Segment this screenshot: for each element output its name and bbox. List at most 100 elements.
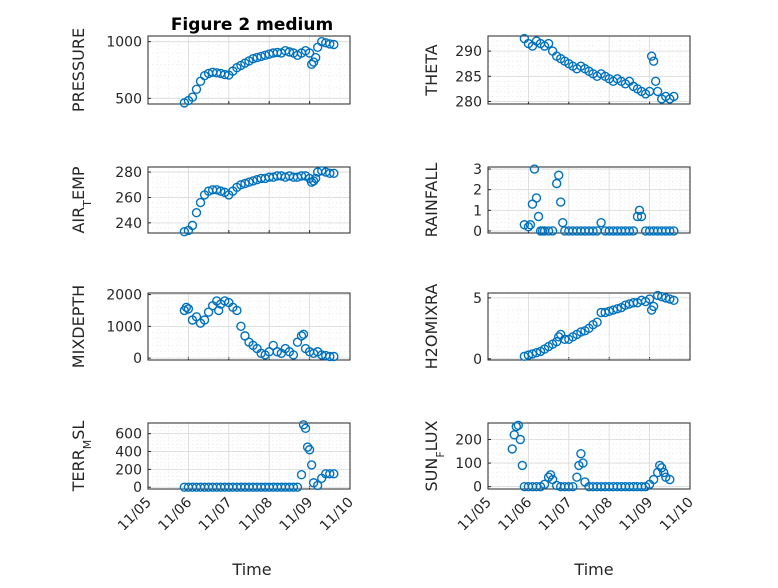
data-point [592,317,602,327]
y-tick-label: 240 [115,216,142,232]
data-point [329,351,339,362]
axes-frame [147,292,351,361]
data-point [628,226,639,236]
x-tick-label: 11/05 [455,495,495,535]
data-point [543,226,554,236]
y-tick-label: 1000 [106,35,142,51]
x-axis-label-left: Time [231,560,271,579]
y-tick-label: 2 [473,183,482,199]
data-point [183,304,194,314]
data-point [191,84,202,94]
y-tick-label: 1000 [106,319,142,335]
data-point [669,226,679,236]
y-tick-label: 280 [455,94,482,110]
data-point [509,430,519,440]
y-tick-label: 400 [115,445,142,461]
subplot-4: 0 1 2 3 RAINFALL [422,162,691,240]
y-axis-label: H2OMIXRA [422,284,441,370]
x-tick-label: 11/06 [495,494,535,534]
x-tick-label: 11/06 [155,494,195,534]
data-point [572,472,582,482]
data-point [272,347,282,357]
data-point [507,444,517,454]
data-point [551,337,562,347]
data-point [325,351,335,362]
y-tick-label: 5 [473,291,482,307]
subplot-6: 0 5 H2OMIXRA [422,284,691,370]
subplot-8: 11/05 11/06 11/07 11/08 11/09 11/10 0 100 200 SUN… [422,420,697,534]
data-point [543,38,554,49]
data-point [304,48,315,58]
y-axis-label: TERRMSL [69,421,94,493]
x-tick-label: 11/05 [115,495,155,535]
data-point [308,176,319,186]
data-point [533,211,544,222]
data-point [329,168,339,179]
data-point [596,217,606,228]
data-point [199,315,210,325]
x-tick-label: 11/09 [617,495,657,535]
data-point [511,421,521,432]
data-point [248,176,258,186]
y-tick-label: 0 [473,352,482,368]
data-point [612,304,622,314]
data-point [657,291,667,302]
subplot-1: 500 1000 PRESSURE [69,28,351,112]
data-point [628,298,639,308]
data-point [232,305,242,316]
subplot-2: 280 285 290 THETA [422,33,691,110]
data-point [296,470,307,480]
x-tick-label: 11/10 [657,495,697,535]
data-point [187,92,198,102]
data-point [650,76,661,87]
data-point [669,295,679,306]
x-tick-label: 11/07 [196,495,236,535]
axes-frame [487,35,691,105]
data-point [181,302,192,312]
data-point [325,469,335,479]
data-point [325,39,335,49]
data-point [517,460,528,471]
data-point [525,220,536,230]
x-tick-label: 11/09 [277,495,317,535]
data-point [244,177,254,187]
axes-frame [147,166,351,234]
data-point [632,211,643,222]
data-point [312,480,323,491]
y-tick-label: 285 [455,69,482,85]
data-point [329,39,339,50]
data-point [220,296,230,306]
data-point [554,332,564,342]
data-point [211,185,222,195]
data-point [648,56,659,66]
data-point [558,217,568,228]
y-tick-label: 2000 [106,288,142,304]
data-point [659,467,669,478]
data-point [665,226,675,236]
y-tick-label: 0 [133,480,142,496]
data-point [529,164,540,174]
data-point [288,482,299,492]
y-axis-label: THETA [422,44,441,96]
data-point [523,350,534,360]
data-point [292,482,303,492]
x-tick-label: 11/07 [536,495,576,535]
data-point [608,305,618,315]
data-point [624,226,635,236]
data-point [669,91,679,102]
data-point [539,479,550,489]
data-point [523,222,534,232]
y-tick-label: 3 [473,162,482,178]
data-point [636,481,647,492]
data-point [545,470,556,480]
y-tick-label: 290 [455,44,482,60]
data-point [179,227,190,237]
data-point [519,351,530,362]
data-point [564,481,574,492]
data-point [195,197,206,208]
data-point [652,290,663,301]
y-tick-label: 600 [115,427,142,443]
data-point [300,423,311,434]
data-point [661,293,671,303]
